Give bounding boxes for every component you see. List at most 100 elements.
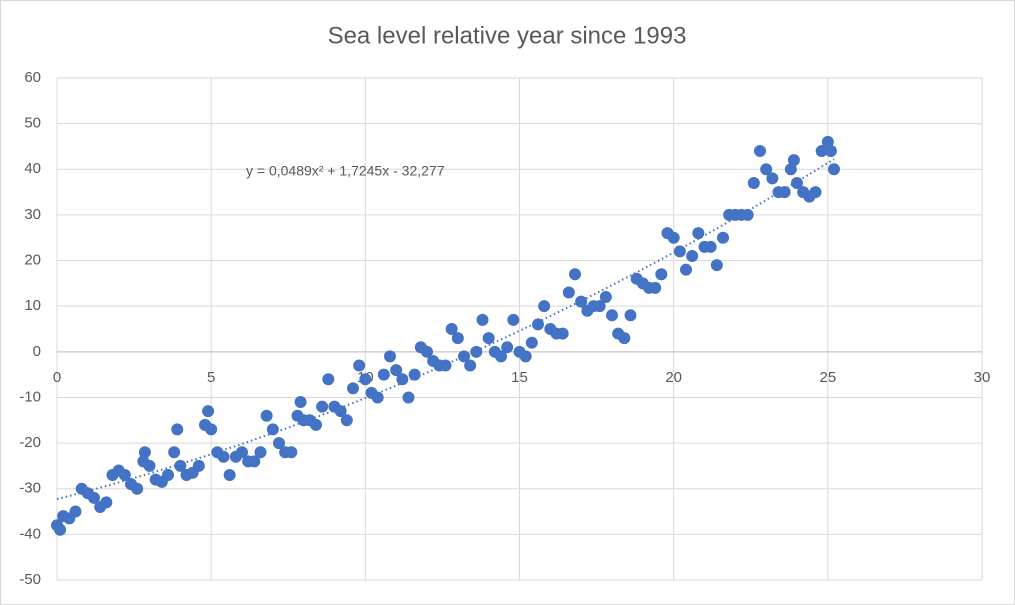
point: [322, 373, 335, 386]
point: [334, 405, 347, 418]
point: [340, 414, 353, 427]
x-tick-label: 0: [53, 369, 61, 386]
point: [532, 318, 544, 331]
point: [562, 286, 575, 299]
y-tick-label: -40: [19, 525, 41, 542]
point: [402, 391, 415, 404]
point: [655, 268, 668, 281]
point: [569, 268, 581, 281]
point: [828, 163, 840, 176]
point: [171, 423, 184, 436]
chart-title: Sea level relative year since 1993: [328, 22, 687, 49]
point: [673, 245, 686, 258]
point: [353, 359, 366, 372]
point: [294, 396, 307, 409]
point: [285, 446, 298, 459]
point: [470, 345, 483, 358]
y-tick-label: 60: [24, 69, 41, 86]
x-tick-label: 5: [207, 369, 215, 386]
point: [476, 313, 489, 326]
point: [359, 373, 372, 386]
point: [507, 313, 520, 326]
point: [118, 469, 131, 482]
point: [100, 496, 113, 509]
y-tick-label: -20: [19, 434, 41, 451]
y-tick-label: -30: [19, 480, 41, 497]
point: [168, 446, 181, 459]
point: [384, 350, 396, 363]
point: [458, 350, 470, 363]
point: [778, 186, 791, 199]
point: [451, 332, 464, 345]
point: [809, 186, 822, 199]
y-tick-label: 0: [33, 343, 41, 360]
y-tick-label: 20: [24, 252, 41, 269]
point: [248, 455, 261, 468]
point: [519, 350, 532, 363]
point: [575, 295, 588, 308]
y-tick-label: 30: [24, 206, 41, 223]
point: [69, 505, 82, 518]
point: [624, 309, 637, 322]
point: [205, 423, 218, 436]
point: [741, 208, 754, 221]
point: [131, 482, 144, 495]
point: [202, 405, 215, 418]
point: [717, 231, 729, 244]
y-tick-label: 10: [24, 297, 41, 314]
y-tick-label: 50: [24, 115, 41, 132]
point: [217, 450, 230, 463]
point: [556, 327, 569, 340]
y-tick-label: -50: [19, 571, 41, 588]
point: [390, 364, 403, 377]
point: [421, 345, 433, 358]
point: [266, 423, 279, 436]
point: [495, 350, 507, 363]
point: [538, 300, 551, 313]
point: [649, 281, 662, 294]
point: [824, 145, 837, 158]
x-tick-label: 20: [665, 369, 682, 386]
y-tick-label: -10: [19, 388, 41, 405]
x-tick-label: 15: [511, 369, 528, 386]
point: [680, 263, 692, 276]
point: [599, 291, 612, 304]
point: [371, 391, 384, 404]
point: [377, 368, 390, 381]
point: [316, 400, 329, 413]
point: [747, 176, 760, 189]
trendline-equation: y = 0,0489x² + 1,7245x - 32,277: [246, 163, 445, 179]
point: [464, 359, 477, 372]
point: [593, 300, 606, 313]
point: [618, 332, 631, 345]
point: [787, 154, 800, 167]
point: [138, 446, 151, 459]
point: [236, 446, 248, 459]
point: [445, 323, 458, 335]
point: [667, 231, 680, 244]
point: [760, 163, 773, 176]
point: [143, 459, 156, 472]
point: [254, 446, 267, 459]
point: [766, 172, 779, 185]
point: [347, 382, 359, 395]
point: [310, 418, 322, 431]
point: [260, 409, 273, 422]
point: [223, 469, 236, 482]
point: [482, 332, 495, 345]
point: [273, 437, 285, 450]
point: [408, 368, 421, 381]
point: [54, 523, 67, 536]
y-tick-label: 40: [24, 160, 41, 177]
point: [754, 145, 766, 158]
point: [686, 249, 699, 262]
point: [525, 336, 538, 349]
point: [439, 359, 452, 372]
point: [710, 259, 723, 272]
point: [162, 469, 174, 482]
point: [501, 341, 514, 354]
point: [396, 373, 409, 386]
x-tick-label: 30: [974, 369, 991, 386]
